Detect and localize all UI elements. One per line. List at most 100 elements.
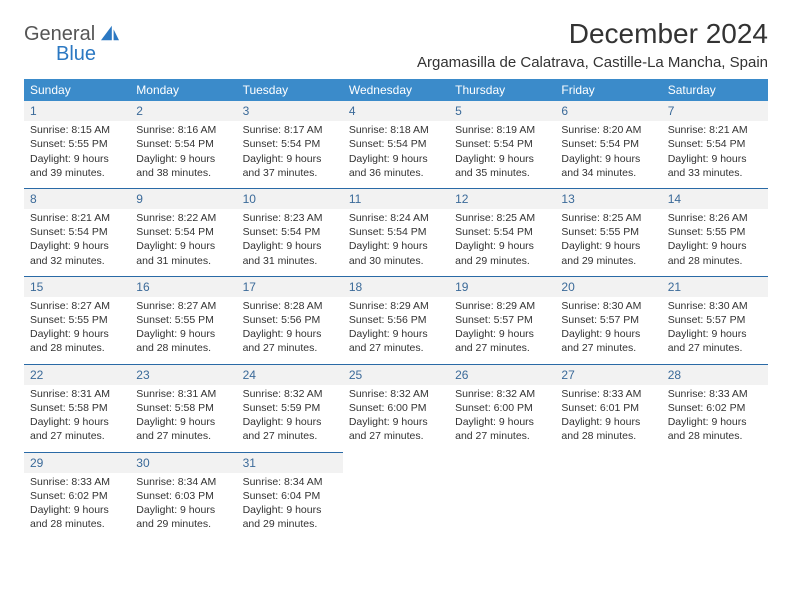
sunrise-line: Sunrise: 8:25 AM: [455, 211, 549, 225]
calendar-day-cell: 2Sunrise: 8:16 AMSunset: 5:54 PMDaylight…: [130, 101, 236, 188]
sunrise-line: Sunrise: 8:28 AM: [243, 299, 337, 313]
page-title: December 2024: [417, 18, 768, 50]
sunset-line: Sunset: 5:55 PM: [30, 137, 124, 151]
sunset-line: Sunset: 5:57 PM: [455, 313, 549, 327]
sunrise-line: Sunrise: 8:16 AM: [136, 123, 230, 137]
calendar-day-cell: 20Sunrise: 8:30 AMSunset: 5:57 PMDayligh…: [555, 276, 661, 364]
daylight-line: Daylight: 9 hours and 28 minutes.: [30, 503, 124, 531]
day-number: 8: [24, 189, 130, 209]
sunrise-line: Sunrise: 8:23 AM: [243, 211, 337, 225]
daylight-line: Daylight: 9 hours and 28 minutes.: [30, 327, 124, 355]
day-number: 31: [237, 453, 343, 473]
calendar-day-cell: 1Sunrise: 8:15 AMSunset: 5:55 PMDaylight…: [24, 101, 130, 188]
sunset-line: Sunset: 5:55 PM: [561, 225, 655, 239]
sunrise-line: Sunrise: 8:33 AM: [30, 475, 124, 489]
brand-name-2: Blue: [56, 44, 121, 64]
calendar-day-cell: 4Sunrise: 8:18 AMSunset: 5:54 PMDaylight…: [343, 101, 449, 188]
sunset-line: Sunset: 5:54 PM: [668, 137, 762, 151]
day-number: 7: [662, 101, 768, 121]
sunset-line: Sunset: 5:59 PM: [243, 401, 337, 415]
day-number: 4: [343, 101, 449, 121]
day-details: Sunrise: 8:31 AMSunset: 5:58 PMDaylight:…: [136, 387, 230, 444]
sunrise-line: Sunrise: 8:27 AM: [136, 299, 230, 313]
calendar-day-cell: 28Sunrise: 8:33 AMSunset: 6:02 PMDayligh…: [662, 364, 768, 452]
day-details: Sunrise: 8:22 AMSunset: 5:54 PMDaylight:…: [136, 211, 230, 268]
calendar-week-row: 22 Sunrise: 8:31 AMSunset: 5:58 PMDayligh…: [24, 364, 768, 452]
sunset-line: Sunset: 5:54 PM: [243, 225, 337, 239]
sunrise-line: Sunrise: 8:29 AM: [349, 299, 443, 313]
day-details: Sunrise: 8:28 AMSunset: 5:56 PMDaylight:…: [243, 299, 337, 356]
daylight-line: Daylight: 9 hours and 27 minutes.: [243, 327, 337, 355]
daylight-line: Daylight: 9 hours and 37 minutes.: [243, 152, 337, 180]
calendar-day-cell: 13Sunrise: 8:25 AMSunset: 5:55 PMDayligh…: [555, 188, 661, 276]
sunset-line: Sunset: 5:57 PM: [561, 313, 655, 327]
sunset-line: Sunset: 5:56 PM: [349, 313, 443, 327]
daylight-line: Daylight: 9 hours and 39 minutes.: [30, 152, 124, 180]
sunrise-line: Sunrise: 8:27 AM: [30, 299, 124, 313]
sunset-line: Sunset: 6:03 PM: [136, 489, 230, 503]
sunrise-line: Sunrise: 8:34 AM: [136, 475, 230, 489]
day-number: 24: [237, 365, 343, 385]
calendar-day-cell: 22Sunrise: 8:31 AMSunset: 5:58 PMDayligh…: [24, 364, 130, 452]
day-details: Sunrise: 8:25 AMSunset: 5:54 PMDaylight:…: [455, 211, 549, 268]
day-number: 25: [343, 365, 449, 385]
day-details: Sunrise: 8:33 AMSunset: 6:02 PMDaylight:…: [30, 475, 124, 532]
calendar-day-cell: 21Sunrise: 8:30 AMSunset: 5:57 PMDayligh…: [662, 276, 768, 364]
day-number: 20: [555, 277, 661, 297]
daylight-line: Daylight: 9 hours and 27 minutes.: [455, 327, 549, 355]
sunrise-line: Sunrise: 8:34 AM: [243, 475, 337, 489]
day-details: Sunrise: 8:23 AMSunset: 5:54 PMDaylight:…: [243, 211, 337, 268]
day-details: Sunrise: 8:19 AMSunset: 5:54 PMDaylight:…: [455, 123, 549, 180]
daylight-line: Daylight: 9 hours and 27 minutes.: [30, 415, 124, 443]
calendar-day-cell: 12Sunrise: 8:25 AMSunset: 5:54 PMDayligh…: [449, 188, 555, 276]
day-details: Sunrise: 8:15 AMSunset: 5:55 PMDaylight:…: [30, 123, 124, 180]
day-details: Sunrise: 8:33 AMSunset: 6:01 PMDaylight:…: [561, 387, 655, 444]
sunset-line: Sunset: 5:55 PM: [136, 313, 230, 327]
day-number: 3: [237, 101, 343, 121]
calendar-day-cell: 29Sunrise: 8:33 AMSunset: 6:02 PMDayligh…: [24, 452, 130, 539]
weekday-header: Friday: [555, 79, 661, 101]
daylight-line: Daylight: 9 hours and 35 minutes.: [455, 152, 549, 180]
sunset-line: Sunset: 6:02 PM: [668, 401, 762, 415]
day-number: 19: [449, 277, 555, 297]
daylight-line: Daylight: 9 hours and 29 minutes.: [561, 239, 655, 267]
sunset-line: Sunset: 6:01 PM: [561, 401, 655, 415]
day-details: Sunrise: 8:26 AMSunset: 5:55 PMDaylight:…: [668, 211, 762, 268]
calendar-day-cell: 3Sunrise: 8:17 AMSunset: 5:54 PMDaylight…: [237, 101, 343, 188]
day-number: 15: [24, 277, 130, 297]
daylight-line: Daylight: 9 hours and 34 minutes.: [561, 152, 655, 180]
sunset-line: Sunset: 5:57 PM: [668, 313, 762, 327]
daylight-line: Daylight: 9 hours and 27 minutes.: [349, 327, 443, 355]
daylight-line: Daylight: 9 hours and 28 minutes.: [136, 327, 230, 355]
sunset-line: Sunset: 5:54 PM: [136, 225, 230, 239]
day-number: 5: [449, 101, 555, 121]
sunset-line: Sunset: 5:54 PM: [30, 225, 124, 239]
sunset-line: Sunset: 5:54 PM: [349, 137, 443, 151]
daylight-line: Daylight: 9 hours and 31 minutes.: [243, 239, 337, 267]
day-details: Sunrise: 8:29 AMSunset: 5:57 PMDaylight:…: [455, 299, 549, 356]
sunrise-line: Sunrise: 8:15 AM: [30, 123, 124, 137]
day-number: 28: [662, 365, 768, 385]
daylight-line: Daylight: 9 hours and 27 minutes.: [561, 327, 655, 355]
sunrise-line: Sunrise: 8:31 AM: [30, 387, 124, 401]
sunrise-line: Sunrise: 8:33 AM: [668, 387, 762, 401]
day-details: Sunrise: 8:20 AMSunset: 5:54 PMDaylight:…: [561, 123, 655, 180]
sunrise-line: Sunrise: 8:31 AM: [136, 387, 230, 401]
day-number: 22: [24, 365, 130, 385]
sunset-line: Sunset: 5:54 PM: [349, 225, 443, 239]
brand-text: General Blue: [24, 24, 121, 64]
calendar-day-cell: [343, 452, 449, 539]
calendar-day-cell: 30Sunrise: 8:34 AMSunset: 6:03 PMDayligh…: [130, 452, 236, 539]
sunset-line: Sunset: 5:54 PM: [455, 225, 549, 239]
sunrise-line: Sunrise: 8:32 AM: [455, 387, 549, 401]
sunset-line: Sunset: 5:56 PM: [243, 313, 337, 327]
weekday-header: Wednesday: [343, 79, 449, 101]
day-details: Sunrise: 8:32 AMSunset: 6:00 PMDaylight:…: [455, 387, 549, 444]
day-details: Sunrise: 8:25 AMSunset: 5:55 PMDaylight:…: [561, 211, 655, 268]
day-number: 6: [555, 101, 661, 121]
weekday-header: Monday: [130, 79, 236, 101]
daylight-line: Daylight: 9 hours and 31 minutes.: [136, 239, 230, 267]
calendar-day-cell: 14Sunrise: 8:26 AMSunset: 5:55 PMDayligh…: [662, 188, 768, 276]
day-number: 21: [662, 277, 768, 297]
calendar-day-cell: 23Sunrise: 8:31 AMSunset: 5:58 PMDayligh…: [130, 364, 236, 452]
